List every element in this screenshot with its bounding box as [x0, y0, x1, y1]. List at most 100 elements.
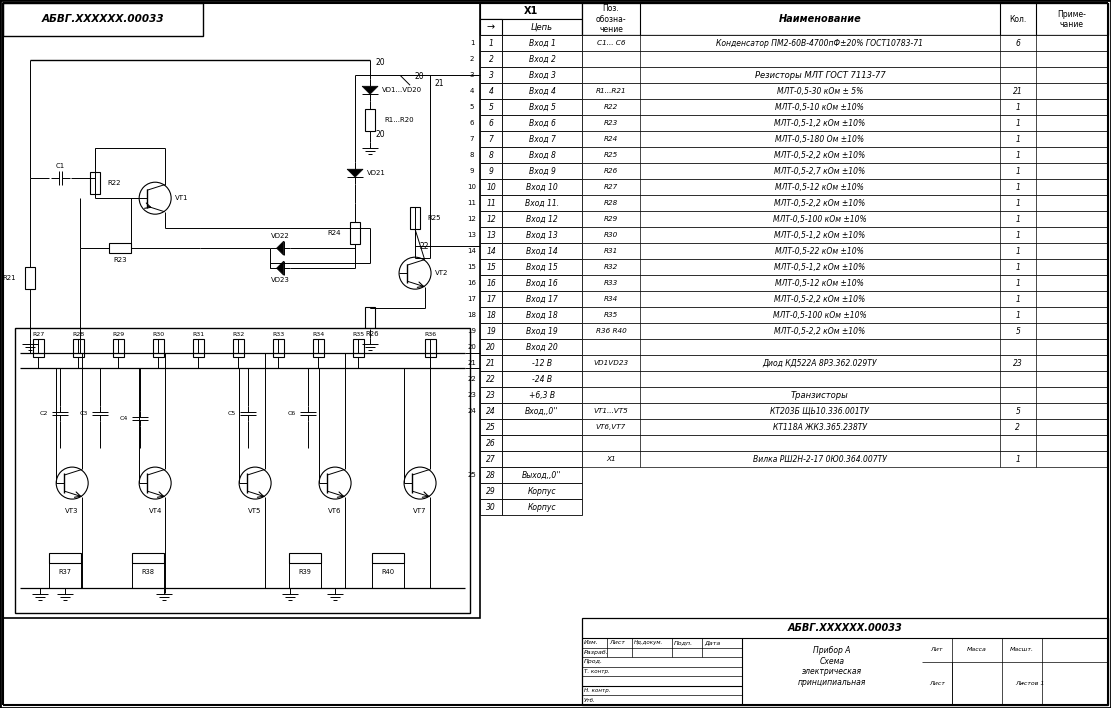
- Text: 10: 10: [468, 184, 477, 190]
- Bar: [112, 339, 123, 357]
- Text: 26: 26: [487, 438, 496, 447]
- Text: Цепь: Цепь: [531, 23, 553, 32]
- Bar: [480, 131, 502, 147]
- Text: 1: 1: [470, 40, 474, 46]
- Text: Вход 1: Вход 1: [529, 39, 556, 47]
- Bar: [582, 51, 1108, 67]
- Bar: [480, 211, 502, 227]
- Bar: [582, 99, 1108, 115]
- Text: Вход 18: Вход 18: [527, 311, 558, 319]
- Text: Утб.: Утб.: [584, 697, 595, 703]
- Text: Вход,,0'': Вход,,0'': [526, 406, 559, 416]
- Text: 27: 27: [487, 455, 496, 464]
- Text: R1...R21: R1...R21: [595, 88, 627, 94]
- Text: R22: R22: [107, 181, 121, 186]
- Bar: [582, 355, 1108, 371]
- Text: 5: 5: [489, 103, 493, 112]
- Text: R24: R24: [604, 136, 618, 142]
- Text: 1: 1: [1015, 279, 1020, 287]
- Text: R27: R27: [604, 184, 618, 190]
- Text: Вход 14: Вход 14: [527, 246, 558, 256]
- Text: R26: R26: [604, 169, 618, 174]
- Bar: [582, 275, 1108, 291]
- Bar: [480, 387, 502, 403]
- Bar: [502, 179, 582, 195]
- Text: 1: 1: [1015, 119, 1020, 127]
- Text: 21: 21: [468, 360, 477, 366]
- Bar: [72, 339, 83, 357]
- Text: C2: C2: [40, 411, 48, 416]
- Text: 7: 7: [470, 136, 474, 142]
- Text: 1: 1: [1015, 455, 1020, 464]
- Bar: [582, 339, 1108, 355]
- Bar: [352, 339, 363, 357]
- Text: 4: 4: [470, 88, 474, 94]
- Bar: [502, 35, 582, 51]
- Bar: [480, 419, 502, 435]
- Text: 6: 6: [1015, 39, 1020, 47]
- Text: 8: 8: [470, 152, 474, 158]
- Text: Вход 19: Вход 19: [527, 326, 558, 336]
- Bar: [502, 67, 582, 84]
- Text: 23: 23: [468, 392, 477, 398]
- Bar: [502, 339, 582, 355]
- Text: C6: C6: [288, 411, 297, 416]
- Text: C5: C5: [228, 411, 237, 416]
- Text: 5: 5: [470, 104, 474, 110]
- Text: 1: 1: [1015, 135, 1020, 144]
- Text: АБВГ.XXXXXX.00033: АБВГ.XXXXXX.00033: [42, 14, 164, 24]
- Text: 19: 19: [468, 328, 477, 334]
- Bar: [582, 451, 1108, 467]
- Text: Корпус: Корпус: [528, 503, 557, 512]
- Bar: [502, 387, 582, 403]
- Text: Вход 16: Вход 16: [527, 279, 558, 287]
- Text: Вход 7: Вход 7: [529, 135, 556, 144]
- Text: VT1...VT5: VT1...VT5: [593, 408, 629, 414]
- Bar: [480, 275, 502, 291]
- Text: 2: 2: [1015, 423, 1020, 432]
- Text: МЛТ-0,5-100 кОм ±10%: МЛТ-0,5-100 кОм ±10%: [773, 215, 867, 224]
- Text: R30: R30: [152, 331, 164, 336]
- Text: 1: 1: [1015, 103, 1020, 112]
- Text: R26: R26: [366, 331, 379, 337]
- Text: 1: 1: [1015, 231, 1020, 240]
- Text: Т. контр.: Т. контр.: [584, 669, 610, 674]
- Bar: [480, 227, 502, 243]
- Text: R25: R25: [604, 152, 618, 158]
- Text: Листов 1: Листов 1: [1015, 681, 1044, 686]
- Text: R32: R32: [604, 264, 618, 270]
- Text: Выход,,0'': Выход,,0'': [522, 471, 562, 479]
- Text: 15: 15: [487, 263, 496, 272]
- Bar: [502, 275, 582, 291]
- Bar: [582, 227, 1108, 243]
- Text: МЛТ-0,5-12 кОм ±10%: МЛТ-0,5-12 кОм ±10%: [775, 183, 864, 192]
- Text: 14: 14: [487, 246, 496, 256]
- Bar: [49, 553, 81, 563]
- Text: -24 В: -24 В: [532, 375, 552, 384]
- Text: R28: R28: [72, 331, 84, 336]
- Text: МЛТ-0,5-2,7 кОм ±10%: МЛТ-0,5-2,7 кОм ±10%: [774, 166, 865, 176]
- Text: Вход 6: Вход 6: [529, 119, 556, 127]
- Text: 17: 17: [468, 296, 477, 302]
- Text: VT6: VT6: [329, 508, 342, 514]
- Bar: [582, 164, 1108, 179]
- Bar: [502, 147, 582, 164]
- Bar: [502, 323, 582, 339]
- Bar: [582, 371, 1108, 387]
- Bar: [502, 371, 582, 387]
- Text: VD23: VD23: [271, 277, 290, 283]
- Text: КТ203Б ЩЬ10.336.001ТУ: КТ203Б ЩЬ10.336.001ТУ: [770, 406, 869, 416]
- Text: 1: 1: [1015, 199, 1020, 207]
- Text: Вход 2: Вход 2: [529, 55, 556, 64]
- Text: R34: R34: [604, 296, 618, 302]
- Bar: [582, 211, 1108, 227]
- Text: R39: R39: [299, 569, 311, 575]
- Bar: [502, 195, 582, 211]
- Text: 20: 20: [414, 72, 423, 81]
- Bar: [480, 339, 502, 355]
- Text: Н. контр.: Н. контр.: [584, 688, 610, 693]
- Text: 20: 20: [376, 58, 384, 67]
- Bar: [480, 195, 502, 211]
- Bar: [480, 355, 502, 371]
- Text: 16: 16: [487, 279, 496, 287]
